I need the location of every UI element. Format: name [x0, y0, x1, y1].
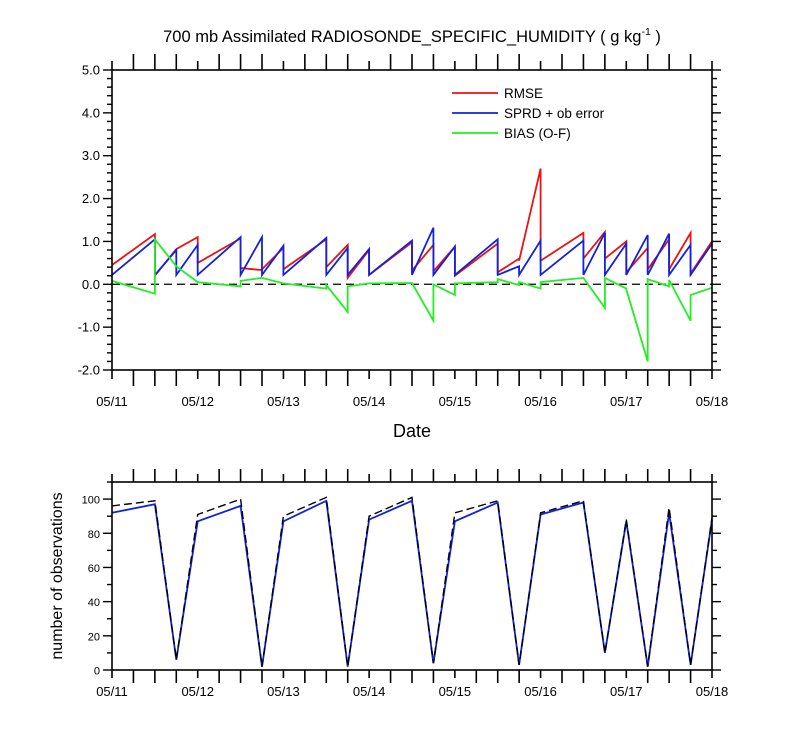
y-tick-label: -1.0: [78, 320, 100, 335]
chart-title: 700 mb Assimilated RADIOSONDE_SPECIFIC_H…: [163, 26, 661, 46]
chart-title-main: 700 mb Assimilated RADIOSONDE_SPECIFIC_H…: [163, 28, 641, 46]
y-tick-label: 60: [88, 563, 100, 575]
x-tick-label: 05/17: [610, 394, 643, 409]
x-tick-label: 05/15: [439, 394, 472, 409]
top-series-group: [111, 168, 713, 362]
x-tick-label: 05/16: [524, 684, 557, 699]
series-line-1: [111, 496, 713, 667]
x-tick-label: 05/18: [696, 684, 729, 699]
y-tick-label: 0.0: [82, 277, 100, 292]
legend-label-1: SPRD + ob error: [504, 106, 605, 121]
top-ticks: 05/11 05/12 05/13 05/14 05/15 05/16 05/17 05/18…: [78, 54, 729, 409]
legend-label-2: BIAS (O-F): [504, 126, 571, 141]
x-tick-label: 05/14: [353, 684, 386, 699]
series-line-0: [111, 499, 713, 667]
y-tick-label: 80: [88, 529, 100, 541]
x-tick-label: 05/16: [524, 394, 557, 409]
y-tick-label: 20: [88, 631, 100, 643]
y-tick-label: 3.0: [82, 148, 100, 163]
bottom-series-group: [111, 496, 713, 667]
bottom-plot-frame: [111, 481, 713, 671]
chart-title-superscript: -1: [641, 26, 650, 38]
x-tick-label: 05/12: [181, 394, 214, 409]
series-line-2: [111, 236, 713, 362]
x-tick-label: 05/12: [181, 684, 214, 699]
y-axis-label: number of observations: [49, 492, 66, 659]
x-tick-label: 05/11: [96, 684, 128, 699]
top-panel: 05/11 05/12 05/13 05/14 05/15 05/16 05/17 05/18…: [78, 54, 729, 441]
y-tick-label: 40: [88, 597, 100, 609]
legend-label-0: RMSE: [504, 86, 543, 101]
x-tick-label: 05/17: [610, 684, 643, 699]
x-tick-label: 05/11: [96, 394, 128, 409]
y-tick-label: 2.0: [82, 191, 100, 206]
top-plot-frame: [111, 69, 713, 371]
x-tick-label: 05/15: [439, 684, 472, 699]
x-tick-label: 05/13: [267, 394, 300, 409]
bottom-panel: 05/11 05/12 05/13 05/14 05/15 05/16 05/17 05/18…: [49, 469, 728, 699]
series-line-1: [111, 227, 713, 279]
x-tick-label: 05/18: [696, 394, 729, 409]
y-tick-label: 1.0: [82, 234, 100, 249]
x-tick-label: 05/13: [267, 684, 300, 699]
chart-title-end: ): [651, 28, 661, 46]
y-tick-label: -2.0: [78, 363, 100, 378]
bottom-ticks: 05/11 05/12 05/13 05/14 05/15 05/16 05/17 05/18…: [82, 469, 729, 699]
x-tick-label: 05/14: [353, 394, 386, 409]
y-tick-label: 4.0: [82, 105, 100, 120]
y-tick-label: 0: [94, 666, 100, 678]
x-axis-label: Date: [393, 421, 431, 441]
y-tick-label: 5.0: [82, 63, 100, 78]
legend: RMSE SPRD + ob error BIAS (O-F): [452, 86, 605, 141]
y-tick-label: 100: [82, 495, 100, 507]
